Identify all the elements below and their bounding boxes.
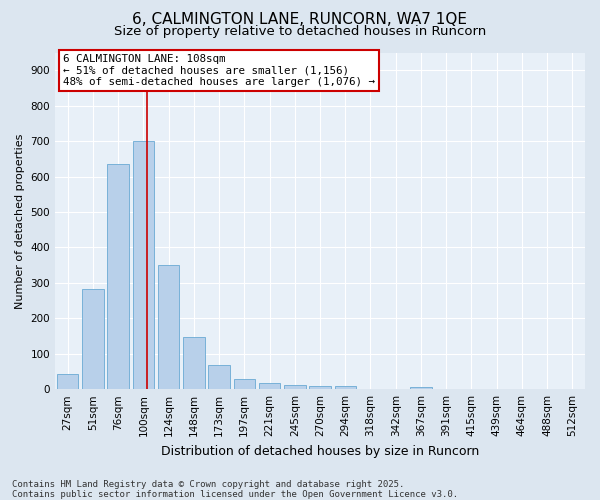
Text: Contains HM Land Registry data © Crown copyright and database right 2025.
Contai: Contains HM Land Registry data © Crown c… [12, 480, 458, 499]
Bar [233, 380, 255, 389]
Y-axis label: Number of detached properties: Number of detached properties [15, 133, 25, 308]
Bar [82, 289, 104, 389]
Text: 6, CALMINGTON LANE, RUNCORN, WA7 1QE: 6, CALMINGTON LANE, RUNCORN, WA7 1QE [133, 12, 467, 28]
X-axis label: Distribution of detached houses by size in Runcorn: Distribution of detached houses by size … [161, 444, 479, 458]
Bar [107, 164, 129, 389]
Bar [259, 383, 280, 389]
Bar [410, 386, 431, 389]
Bar [284, 385, 305, 389]
Text: 6 CALMINGTON LANE: 108sqm
← 51% of detached houses are smaller (1,156)
48% of se: 6 CALMINGTON LANE: 108sqm ← 51% of detac… [63, 54, 375, 88]
Bar [183, 336, 205, 389]
Bar [57, 374, 79, 389]
Text: Size of property relative to detached houses in Runcorn: Size of property relative to detached ho… [114, 25, 486, 38]
Bar [309, 386, 331, 389]
Bar [208, 366, 230, 389]
Bar [133, 141, 154, 389]
Bar [158, 265, 179, 389]
Bar [335, 386, 356, 389]
